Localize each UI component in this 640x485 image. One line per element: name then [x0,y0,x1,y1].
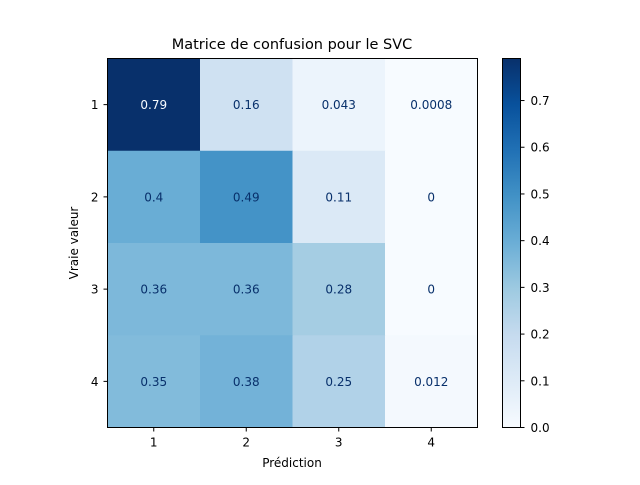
cell-value-label: 0.28 [325,283,352,297]
cell-value-label: 0.36 [233,283,260,297]
heatmap-cell [200,335,293,428]
colorbar-ticks: 0.0 0.1 0.2 0.3 0.4 0.5 0.6 0.7 [520,94,550,435]
x-tick-label: 3 [335,436,343,450]
cell-value-label: 0.49 [233,190,260,204]
colorbar-tick-label: 0.3 [531,281,550,295]
cell-value-label: 0.11 [325,190,352,204]
heatmap-cell [292,243,386,336]
heatmap-cell [107,335,201,428]
y-axis-label: Vraie valeur [67,207,81,280]
heatmap-cell [107,150,201,244]
cell-value-label: 0 [427,190,435,204]
y-axis-ticks: 1 2 3 4 [91,98,108,389]
cell-value-label: 0.38 [233,375,260,389]
heatmap-cells [107,58,478,428]
colorbar-tick-label: 0.2 [531,328,550,342]
y-tick-label: 4 [91,375,99,389]
x-axis-ticks: 1 2 3 4 [150,427,435,450]
cell-value-label: 0 [427,283,435,297]
x-tick-label: 1 [150,436,158,450]
heatmap-cell [107,58,201,152]
chart-title: Matrice de confusion pour le SVC [172,37,413,53]
x-axis-label: Prédiction [262,456,322,470]
cell-value-label: 0.25 [325,375,352,389]
colorbar-tick-label: 0.5 [531,187,550,201]
cell-value-label: 0.36 [140,283,167,297]
heatmap-cell-labels: 0.79 0.16 0.043 0.0008 0.4 0.49 0.11 0 0.36 0.36 0… [140,98,452,389]
heatmap-cell [107,243,201,336]
y-tick-label: 1 [91,98,99,112]
heatmap-cell [385,243,478,336]
heatmap-cell [385,150,478,244]
heatmap-cell [200,150,293,244]
x-tick-label: 2 [242,436,250,450]
cell-value-label: 0.79 [140,98,167,112]
heatmap-cell [292,150,386,244]
colorbar-tick-label: 0.4 [531,234,550,248]
heatmap-cell [385,335,478,428]
cell-value-label: 0.16 [233,98,260,112]
heatmap-cell [200,243,293,336]
y-tick-label: 2 [91,190,99,204]
cell-value-label: 0.012 [414,375,448,389]
colorbar-tick-label: 0.7 [531,94,550,108]
heatmap-cell [292,335,386,428]
cell-value-label: 0.4 [144,190,163,204]
cell-value-label: 0.043 [322,98,356,112]
colorbar-tick-label: 0.6 [531,141,550,155]
heatmap-cell [385,58,478,152]
heatmap-cell [200,58,293,152]
colorbar [502,58,521,428]
x-tick-label: 4 [427,436,435,450]
colorbar-tick-label: 0.1 [531,374,550,388]
cell-value-label: 0.35 [140,375,167,389]
heatmap-cell [292,58,386,152]
colorbar-tick-label: 0.0 [531,421,550,435]
plot-frame [107,58,478,428]
y-tick-label: 3 [91,283,99,297]
cell-value-label: 0.0008 [410,98,452,112]
